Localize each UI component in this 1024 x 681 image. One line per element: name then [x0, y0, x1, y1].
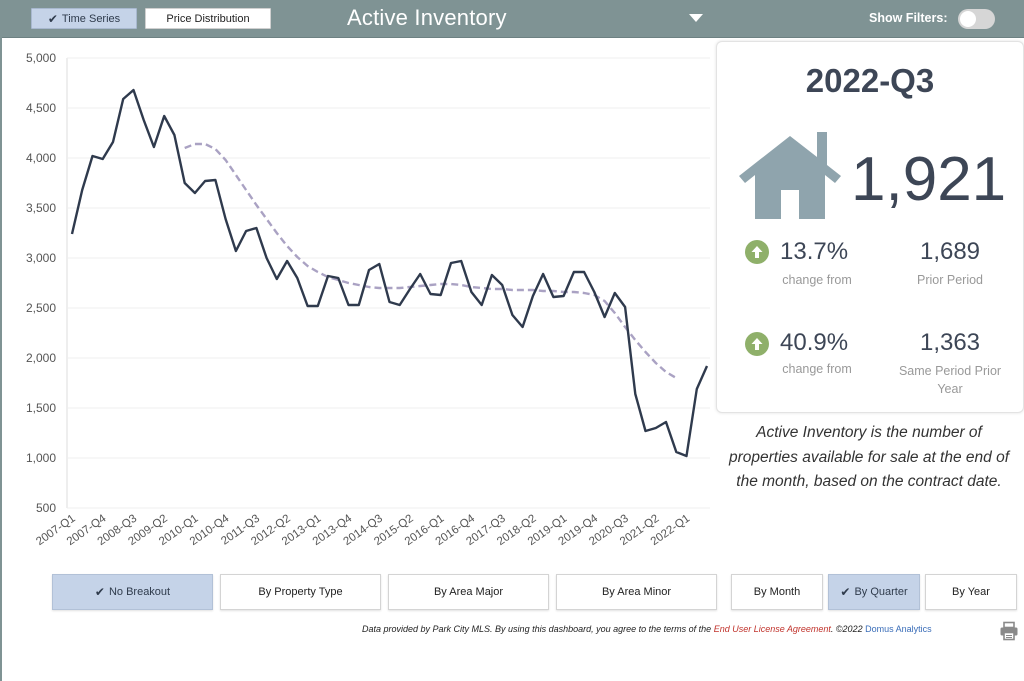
- by-area-major-label: By Area Major: [433, 586, 504, 598]
- chevron-down-icon[interactable]: [689, 14, 703, 22]
- no-breakout-label: No Breakout: [108, 586, 171, 598]
- by-year-button[interactable]: By Year: [925, 574, 1017, 610]
- footer-text: Data provided by Park City MLS. By using…: [362, 624, 714, 634]
- same-period-label-line2: Year: [937, 382, 963, 396]
- inventory-line-chart: 500 1,000 1,500 2,000 2,500 3,000 3,500 4,000 4,…: [26, 51, 710, 548]
- by-month-button[interactable]: By Month: [731, 574, 823, 610]
- current-value: 1,921: [851, 145, 1007, 214]
- eula-link[interactable]: End User License Agreement: [713, 624, 831, 634]
- footer-disclaimer: Data provided by Park City MLS. By using…: [362, 624, 932, 634]
- company-link[interactable]: Domus Analytics: [865, 624, 932, 634]
- change-prior-pct: 13.7%: [780, 238, 849, 265]
- stats-card: 2022-Q3 1,921 13.7% change from 1,689 Pr…: [716, 41, 1024, 413]
- checkmark-icon: ✔: [94, 585, 105, 599]
- y-tick-label: 4,000: [26, 151, 56, 165]
- y-tick-label: 1,500: [26, 401, 56, 415]
- trend-line: [184, 142, 677, 380]
- metric-description: Active Inventory is the number of proper…: [728, 424, 1010, 490]
- show-filters-label: Show Filters:: [869, 11, 948, 25]
- metric-title[interactable]: Active Inventory: [347, 5, 507, 30]
- y-tick-label: 500: [36, 501, 56, 515]
- by-area-minor-button[interactable]: By Area Minor: [556, 574, 717, 610]
- y-tick-label: 4,500: [26, 101, 56, 115]
- prior-period-value: 1,689: [919, 238, 981, 265]
- current-period: 2022-Q3: [805, 62, 935, 99]
- by-month-label: By Month: [753, 586, 801, 598]
- y-tick-label: 2,000: [26, 351, 56, 365]
- same-period-value: 1,363: [919, 329, 981, 356]
- show-filters-toggle[interactable]: [958, 9, 995, 29]
- no-breakout-button[interactable]: ✔ No Breakout: [52, 574, 213, 610]
- by-quarter-button[interactable]: ✔ By Quarter: [828, 574, 920, 610]
- checkmark-icon: ✔: [840, 585, 851, 599]
- house-icon: [739, 132, 841, 219]
- by-property-type-button[interactable]: By Property Type: [220, 574, 381, 610]
- change-prior-label: change from: [782, 273, 852, 287]
- header-bar: ✔ Time Series Price Distribution Active …: [0, 0, 1024, 38]
- tab-time-series-label: Time Series: [61, 12, 121, 25]
- y-tick-label: 5,000: [26, 51, 56, 65]
- y-tick-label: 3,500: [26, 201, 56, 215]
- arrow-up-icon: [745, 332, 769, 356]
- change-year-pct: 40.9%: [780, 329, 849, 356]
- left-border: [0, 37, 2, 681]
- tab-price-distribution[interactable]: Price Distribution: [145, 8, 271, 29]
- change-year-label: change from: [782, 362, 852, 376]
- checkmark-icon: ✔: [47, 11, 58, 26]
- y-tick-label: 3,000: [26, 251, 56, 265]
- footer-copyright: . ©2022: [830, 624, 866, 634]
- toggle-knob: [960, 11, 976, 27]
- printer-icon[interactable]: [999, 621, 1019, 641]
- prior-period-label: Prior Period: [917, 273, 983, 287]
- same-period-label: Same Period Prior Year: [885, 362, 1015, 398]
- by-area-minor-label: By Area Minor: [601, 586, 672, 598]
- tab-price-distribution-label: Price Distribution: [166, 12, 250, 25]
- by-property-type-label: By Property Type: [258, 586, 343, 598]
- y-tick-label: 1,000: [26, 451, 56, 465]
- y-tick-label: 2,500: [26, 301, 56, 315]
- by-year-label: By Year: [952, 586, 990, 598]
- tab-time-series[interactable]: ✔ Time Series: [31, 8, 137, 29]
- arrow-up-icon: [745, 240, 769, 264]
- by-area-major-button[interactable]: By Area Major: [388, 574, 549, 610]
- same-period-label-line1: Same Period Prior: [898, 364, 1002, 378]
- by-quarter-label: By Quarter: [854, 586, 908, 598]
- inventory-line: [70, 88, 709, 458]
